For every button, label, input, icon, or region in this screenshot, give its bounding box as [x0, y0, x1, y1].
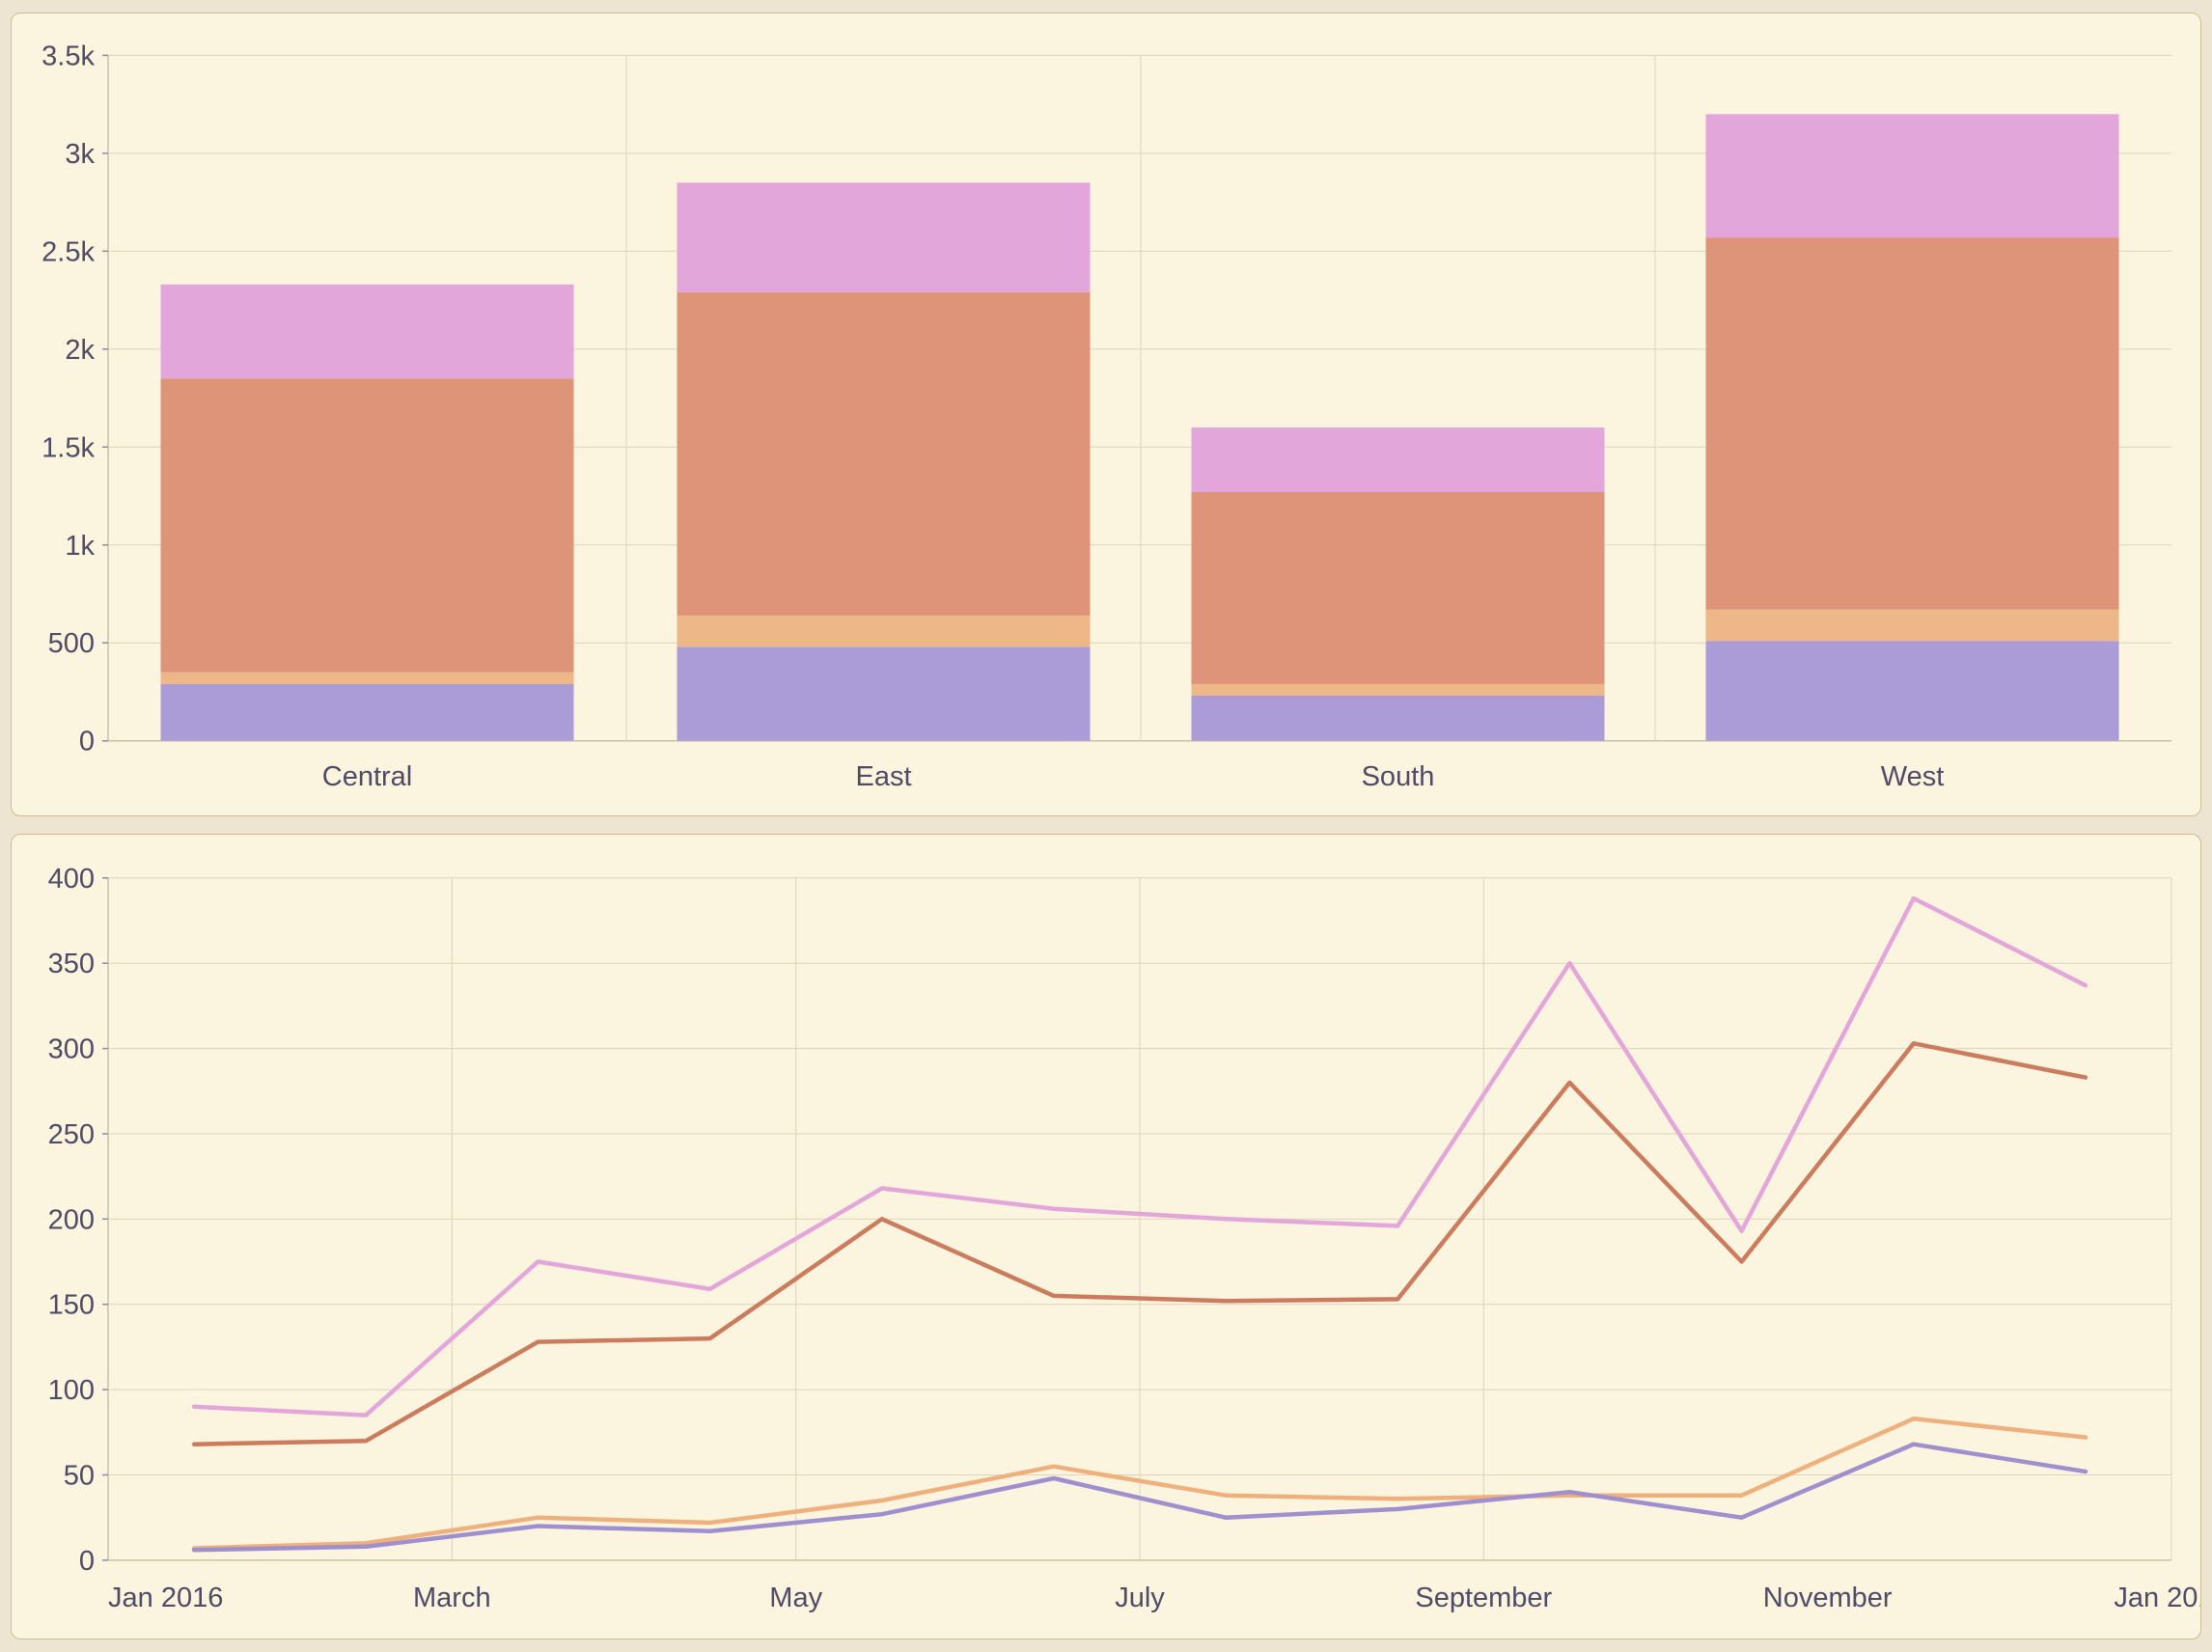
svg-text:0: 0: [79, 1546, 95, 1577]
svg-text:September: September: [1415, 1583, 1552, 1613]
svg-text:100: 100: [48, 1375, 95, 1406]
svg-text:November: November: [1763, 1583, 1893, 1613]
svg-text:2k: 2k: [65, 335, 95, 366]
svg-text:300: 300: [48, 1034, 95, 1065]
svg-text:May: May: [769, 1583, 822, 1613]
svg-text:2.5k: 2.5k: [41, 236, 95, 267]
svg-text:150: 150: [48, 1290, 95, 1321]
svg-text:West: West: [1881, 761, 1945, 792]
svg-text:250: 250: [48, 1119, 95, 1150]
svg-text:East: East: [855, 761, 911, 792]
svg-text:Central: Central: [322, 761, 413, 792]
svg-text:3k: 3k: [65, 139, 95, 170]
svg-text:3.5k: 3.5k: [41, 41, 95, 71]
svg-text:0: 0: [79, 727, 95, 757]
svg-text:July: July: [1115, 1583, 1165, 1613]
svg-text:1k: 1k: [65, 531, 95, 562]
svg-text:Jan 2017: Jan 2017: [2114, 1583, 2201, 1613]
svg-text:South: South: [1362, 761, 1435, 792]
svg-text:350: 350: [48, 949, 95, 979]
svg-text:50: 50: [64, 1461, 95, 1492]
svg-text:1.5k: 1.5k: [41, 432, 95, 463]
svg-text:500: 500: [48, 628, 95, 659]
svg-text:Jan 2016: Jan 2016: [108, 1583, 223, 1613]
svg-text:March: March: [413, 1583, 491, 1613]
svg-text:200: 200: [48, 1204, 95, 1235]
svg-text:400: 400: [48, 864, 95, 895]
